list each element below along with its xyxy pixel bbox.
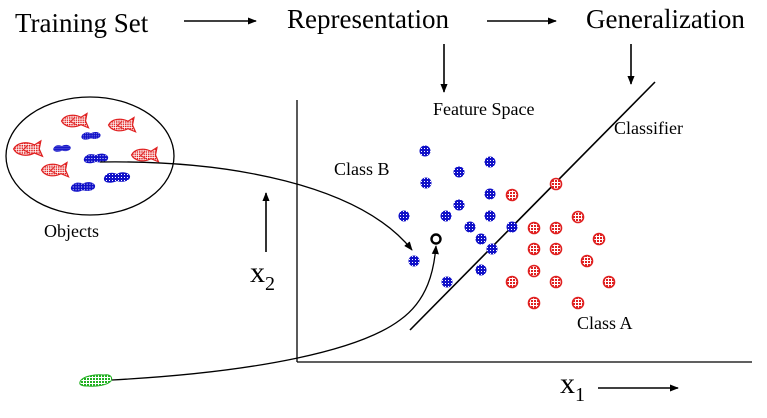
class-b-point: [453, 199, 465, 211]
class-a-point: [571, 210, 585, 224]
x2-label: x2: [250, 256, 275, 295]
class-a-point: [527, 264, 541, 278]
class-a-point: [549, 177, 563, 191]
class-b-point: [484, 210, 496, 222]
class-b-point: [440, 210, 452, 222]
class-a-point: [571, 296, 585, 310]
class-a-point: [580, 254, 594, 268]
blob-icon: [103, 172, 131, 183]
representation-label: Representation: [287, 4, 449, 34]
objects-ellipse: [5, 96, 175, 216]
class-a-point: [527, 296, 541, 310]
class-b-point: [506, 221, 518, 233]
class-a-point: [549, 275, 563, 289]
object-mapping-curve: [99, 161, 413, 251]
class-a-point: [602, 275, 616, 289]
class-a-point: [505, 188, 519, 202]
x1-label: x1: [560, 367, 585, 406]
feature-space-label: Feature Space: [433, 99, 534, 119]
blob-icon: [70, 182, 96, 192]
class-a-point: [592, 232, 606, 246]
class-b-points: [398, 145, 518, 288]
new-object-icon: [79, 374, 113, 387]
class-a-point: [549, 221, 563, 235]
fish-icon: [60, 112, 90, 129]
class-b-point: [484, 156, 496, 168]
classifier-label: Classifier: [614, 118, 683, 138]
class-b-point: [486, 243, 498, 255]
fish-icon: [107, 116, 137, 133]
training-set-label: Training Set: [15, 8, 149, 38]
class-b-point: [419, 145, 431, 157]
blob-icon: [81, 132, 101, 140]
new-object-mapping-curve: [111, 245, 439, 381]
class-a-points: [505, 177, 616, 310]
class-b-point: [475, 233, 487, 245]
class-a-label: Class A: [577, 313, 633, 333]
class-b-point: [475, 264, 487, 276]
class-b-point: [420, 177, 432, 189]
class-a-point: [505, 275, 519, 289]
unknown-point: [430, 233, 442, 245]
class-b-label: Class B: [334, 159, 390, 179]
class-b-point: [441, 276, 453, 288]
class-b-point: [484, 188, 496, 200]
class-b-point: [408, 255, 420, 267]
object-fish-group: [12, 112, 160, 178]
fish-icon: [12, 140, 44, 157]
class-a-point: [527, 221, 541, 235]
class-b-point: [464, 221, 476, 233]
class-b-point: [398, 210, 410, 222]
blob-icon: [53, 144, 71, 152]
fish-icon: [130, 146, 160, 163]
class-a-point: [549, 242, 563, 256]
class-b-point: [453, 166, 465, 178]
class-a-point: [527, 242, 541, 256]
generalization-label: Generalization: [586, 4, 745, 34]
objects-label: Objects: [44, 221, 99, 241]
classifier-line: [409, 81, 656, 331]
fish-icon: [40, 161, 70, 178]
